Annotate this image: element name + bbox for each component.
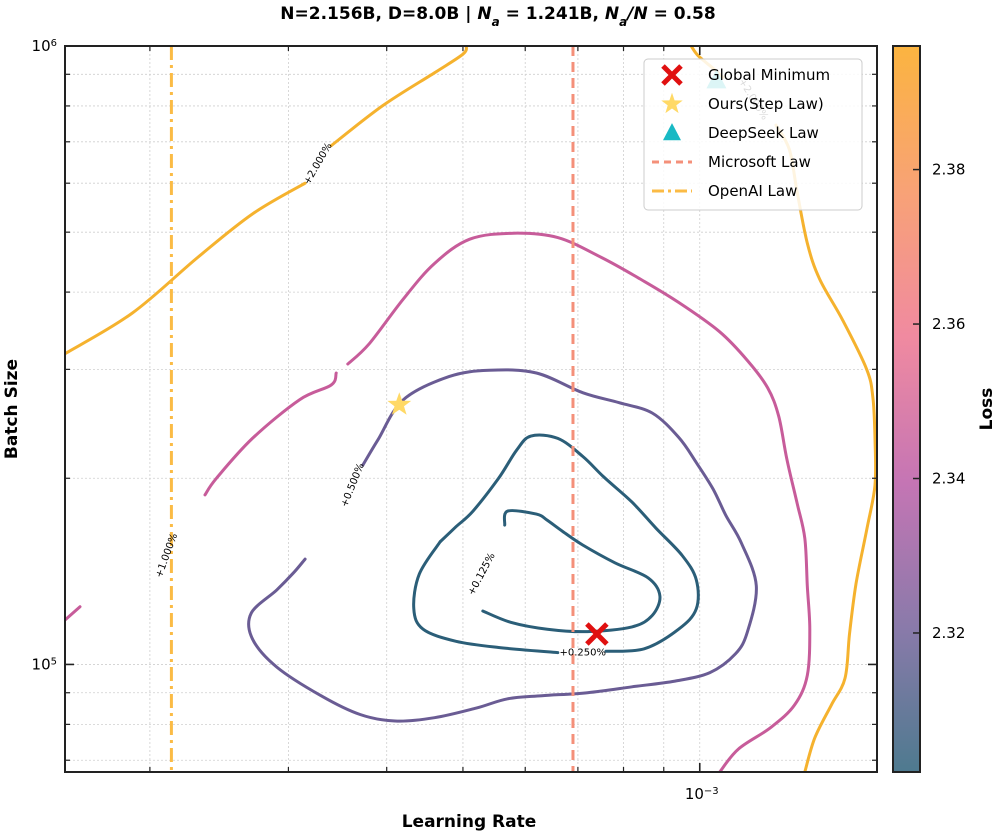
colorbar-tick-label: 2.36 — [932, 315, 965, 333]
title-part: a — [619, 15, 627, 29]
chart-title: N=2.156B, D=8.0B | Na = 1.241B, Na/N = 0… — [280, 4, 715, 29]
contour-line — [203, 371, 338, 497]
contour-label: +1.000% — [154, 532, 180, 579]
title-part: N — [477, 4, 491, 24]
legend-entry-ours-step-law-label: Ours(Step Law) — [708, 95, 824, 113]
y-tick-label: 105 — [32, 655, 57, 673]
contour-line — [412, 540, 560, 655]
marker-ours-step-law — [387, 392, 412, 415]
title-part: a — [492, 15, 500, 29]
contour-line — [438, 433, 700, 653]
contour-line — [346, 231, 812, 772]
legend-entry-deepseek-law-label: DeepSeek Law — [708, 124, 819, 142]
reference-lines — [169, 46, 575, 772]
axis-ticks: 10−3 105 106 — [32, 37, 877, 803]
legend-entry-global-minimum-swatch — [661, 64, 683, 86]
colorbar-tick-label: 2.38 — [932, 161, 965, 179]
y-axis-label: Batch Size — [2, 359, 22, 459]
colorbar: 2.32 2.34 2.36 2.38 Loss — [892, 45, 996, 773]
legend-box — [643, 58, 863, 211]
legend-entry-deepseek-law-swatch — [663, 123, 681, 141]
legend-entry-microsoft-law-label: Microsoft Law — [708, 153, 811, 171]
contour-line — [65, 181, 307, 356]
x-axis-label: Learning Rate — [402, 812, 537, 832]
marker-global-minimum — [585, 622, 609, 646]
legend-entry-global-minimum-label: Global Minimum — [708, 66, 830, 84]
contour-lines — [65, 46, 877, 772]
colorbar-tick-label: 2.32 — [932, 624, 965, 642]
contour-label: +0.125% — [466, 551, 498, 597]
contour-line — [481, 509, 662, 634]
legend-entry-openai-law-label: OpenAI Law — [708, 182, 797, 200]
title-part: N — [633, 4, 647, 24]
contour-line — [329, 46, 468, 148]
title-part: N — [605, 4, 619, 24]
colorbar-tick-label: 2.34 — [932, 470, 965, 488]
legend-entry-ours-step-law-swatch — [661, 92, 683, 114]
contour-line — [65, 605, 82, 622]
legend: Global Minimum Ours(Step Law) DeepSeek Law… — [643, 58, 863, 211]
contour-line — [247, 368, 758, 723]
contour-line — [774, 123, 877, 772]
colorbar-label: Loss — [977, 388, 996, 431]
title-part: = 1.241B, — [500, 4, 605, 24]
contour-label: +0.500% — [339, 462, 367, 509]
title-part: = 0.58 — [648, 4, 716, 24]
title-part: / — [625, 4, 635, 24]
y-tick-label: 106 — [32, 37, 57, 55]
contour-label: +0.250% — [559, 648, 606, 659]
plot-frame — [64, 45, 878, 773]
title-part: N=2.156B, D=8.0B | — [280, 4, 477, 24]
colorbar-gradient — [892, 45, 921, 773]
contour-label: +2.000% — [302, 141, 335, 187]
x-tick-label: 10−3 — [685, 785, 719, 803]
